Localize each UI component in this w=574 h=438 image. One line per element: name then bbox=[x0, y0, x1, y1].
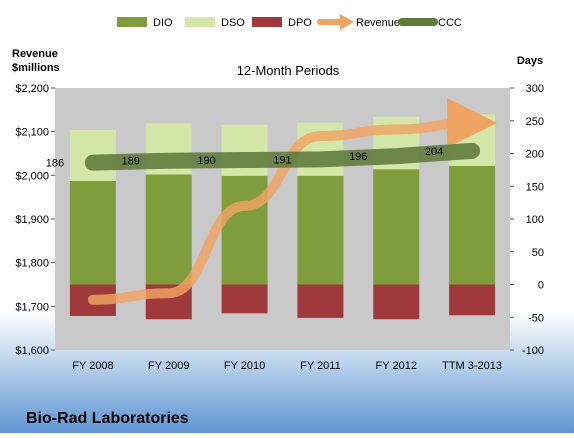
legend-label-dpo: DPO bbox=[288, 17, 312, 29]
bar-dpo-fy-2010 bbox=[221, 284, 268, 314]
bar-dpo-fy-2011 bbox=[297, 284, 344, 318]
ccc-data-labels: 186 189 190 191 196 204 bbox=[46, 146, 444, 170]
right-tick-label: 250 bbox=[526, 116, 544, 128]
right-axis-title: Days bbox=[517, 55, 543, 67]
left-tick-label: $2,100 bbox=[15, 127, 49, 139]
legend-swatch-dso bbox=[185, 17, 215, 27]
x-tick-label-fy-2008: FY 2008 bbox=[72, 360, 113, 372]
bar-dio-fy-2008 bbox=[69, 181, 116, 285]
bar-dio-ttm-3-2013 bbox=[449, 165, 496, 285]
bar-dio-fy-2010 bbox=[221, 175, 268, 285]
right-tick-label: 0 bbox=[538, 280, 544, 292]
right-tick-label: 200 bbox=[526, 149, 544, 161]
line-revenue bbox=[87, 97, 498, 305]
x-tick-label-fy-2009: FY 2009 bbox=[148, 360, 189, 372]
right-tick-label: -100 bbox=[522, 345, 544, 357]
x-tick-label-ttm-3-2013: TTM 3-2013 bbox=[442, 360, 502, 372]
x-tick-label-fy-2011: FY 2011 bbox=[300, 360, 341, 372]
left-tick-label: $1,600 bbox=[15, 345, 49, 357]
right-tick-label: 100 bbox=[526, 214, 544, 226]
right-tick-label: 50 bbox=[532, 247, 544, 259]
legend: DIO DSO DPO Revenue CCC bbox=[117, 14, 462, 30]
right-axis-ticks: -100 -50 0 50 100 150 200 250 300 bbox=[510, 83, 544, 357]
footer-title: Bio-Rad Laboratories bbox=[26, 410, 189, 427]
legend-arrowhead-revenue bbox=[340, 14, 354, 30]
legend-label-revenue: Revenue bbox=[356, 17, 400, 29]
ccc-label-fy-2009: 189 bbox=[122, 156, 140, 168]
left-tick-label: $1,900 bbox=[15, 214, 49, 226]
legend-label-dio: DIO bbox=[153, 17, 173, 29]
right-tick-label: -50 bbox=[528, 312, 544, 324]
left-axis-title-line-1: Revenue bbox=[12, 48, 58, 60]
x-tick-label-fy-2012: FY 2012 bbox=[376, 360, 417, 372]
line-ccc bbox=[84, 142, 481, 171]
ccc-label-fy-2012: 196 bbox=[349, 151, 367, 163]
left-axis-title-line-2: $millions bbox=[12, 62, 60, 74]
bar-dio-fy-2009 bbox=[145, 174, 192, 285]
series-lines bbox=[84, 97, 498, 305]
x-axis-ticks: FY 2008 FY 2009 FY 2010 FY 2011 FY 2012 TTM 3… bbox=[72, 360, 502, 372]
ccc-label-ttm-3-2013: 204 bbox=[425, 146, 443, 158]
ccc-label-fy-2008: 186 bbox=[46, 158, 64, 170]
left-axis-ticks: $1,600 $1,700 $1,800 $1,900 $2,000 $2,100 $2,2… bbox=[15, 83, 55, 357]
plot-area bbox=[55, 88, 510, 350]
right-tick-label: 150 bbox=[526, 181, 544, 193]
legend-swatch-dpo bbox=[252, 17, 282, 27]
left-tick-label: $1,800 bbox=[15, 258, 49, 270]
chart-subtitle: 12-Month Periods bbox=[237, 63, 340, 78]
bar-dpo-ttm-3-2013 bbox=[449, 284, 496, 316]
left-tick-label: $2,000 bbox=[15, 170, 49, 182]
legend-label-ccc: CCC bbox=[438, 17, 462, 29]
x-tick-label-fy-2010: FY 2010 bbox=[224, 360, 265, 372]
right-tick-label: 300 bbox=[526, 83, 544, 95]
bar-dpo-fy-2012 bbox=[373, 284, 420, 320]
legend-label-dso: DSO bbox=[221, 17, 245, 29]
legend-swatch-dio bbox=[117, 17, 147, 27]
left-tick-label: $1,700 bbox=[15, 301, 49, 313]
ccc-label-fy-2010: 190 bbox=[197, 155, 215, 167]
bar-dio-fy-2012 bbox=[373, 169, 420, 285]
left-tick-label: $2,200 bbox=[15, 83, 49, 95]
bar-dio-fy-2011 bbox=[297, 175, 344, 285]
ccc-label-fy-2011: 191 bbox=[273, 154, 291, 166]
